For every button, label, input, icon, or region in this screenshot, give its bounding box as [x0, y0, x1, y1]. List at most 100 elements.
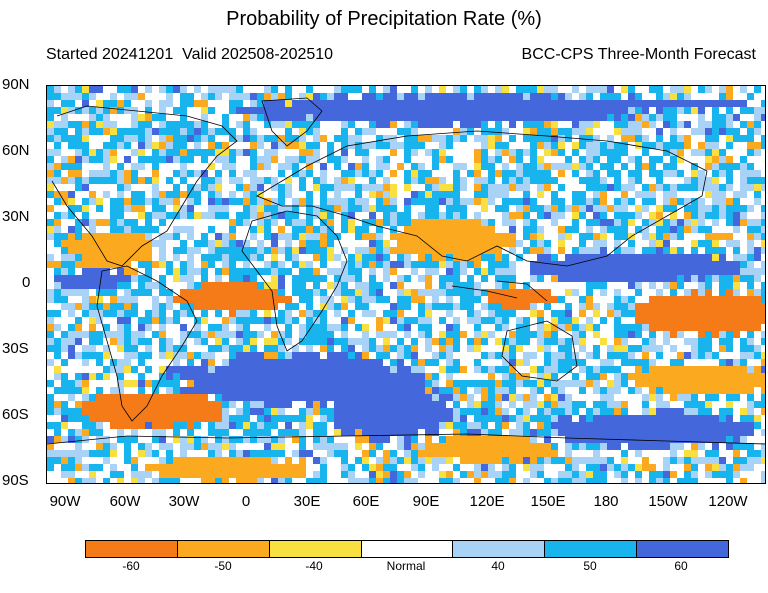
probability-cell: [677, 226, 684, 233]
probability-cell: [390, 149, 397, 156]
probability-cell: [292, 212, 299, 219]
probability-cell: [117, 100, 124, 107]
probability-cell: [313, 387, 320, 394]
probability-cell: [502, 408, 509, 415]
probability-cell: [390, 142, 397, 149]
probability-cell: [446, 219, 453, 226]
probability-cell: [544, 100, 551, 107]
probability-cell: [285, 296, 292, 303]
probability-cell: [523, 219, 530, 226]
probability-cell: [229, 331, 236, 338]
probability-cell: [635, 100, 642, 107]
probability-cell: [726, 156, 733, 163]
probability-cell: [677, 422, 684, 429]
probability-cell: [201, 380, 208, 387]
probability-cell: [747, 219, 754, 226]
probability-cell: [558, 422, 565, 429]
probability-cell: [369, 247, 376, 254]
probability-cell: [754, 121, 761, 128]
probability-cell: [229, 380, 236, 387]
probability-cell: [68, 268, 75, 275]
probability-cell: [201, 338, 208, 345]
probability-cell: [530, 233, 537, 240]
probability-cell: [446, 93, 453, 100]
probability-cell: [558, 149, 565, 156]
probability-cell: [215, 366, 222, 373]
probability-cell: [47, 86, 54, 93]
probability-cell: [551, 373, 558, 380]
probability-cell: [236, 184, 243, 191]
probability-cell: [488, 331, 495, 338]
probability-cell: [439, 331, 446, 338]
probability-cell: [61, 240, 68, 247]
probability-cell: [621, 380, 628, 387]
probability-cell: [355, 205, 362, 212]
probability-cell: [733, 317, 740, 324]
probability-cell: [313, 121, 320, 128]
probability-cell: [264, 86, 271, 93]
probability-cell: [663, 457, 670, 464]
probability-cell: [628, 212, 635, 219]
probability-cell: [124, 107, 131, 114]
probability-cell: [243, 436, 250, 443]
probability-cell: [488, 93, 495, 100]
probability-cell: [82, 198, 89, 205]
probability-cell: [369, 345, 376, 352]
probability-cell: [544, 380, 551, 387]
probability-cell: [334, 352, 341, 359]
probability-cell: [565, 394, 572, 401]
probability-cell: [460, 443, 467, 450]
probability-cell: [642, 464, 649, 471]
probability-cell: [145, 233, 152, 240]
probability-cell: [656, 415, 663, 422]
probability-cell: [621, 121, 628, 128]
probability-cell: [208, 464, 215, 471]
probability-cell: [530, 163, 537, 170]
probability-cell: [362, 380, 369, 387]
probability-cell: [726, 128, 733, 135]
probability-cell: [152, 156, 159, 163]
probability-cell: [257, 135, 264, 142]
probability-cell: [292, 226, 299, 233]
probability-cell: [341, 107, 348, 114]
probability-cell: [677, 198, 684, 205]
probability-cell: [670, 380, 677, 387]
probability-cell: [117, 415, 124, 422]
probability-cell: [390, 373, 397, 380]
probability-cell: [649, 464, 656, 471]
probability-cell: [691, 394, 698, 401]
probability-cell: [502, 233, 509, 240]
probability-cell: [306, 359, 313, 366]
probability-cell: [355, 478, 362, 483]
probability-cell: [334, 198, 341, 205]
probability-cell: [306, 380, 313, 387]
probability-cell: [649, 184, 656, 191]
probability-cell: [355, 443, 362, 450]
probability-cell: [719, 366, 726, 373]
probability-cell: [411, 135, 418, 142]
probability-cell: [194, 331, 201, 338]
probability-cell: [663, 247, 670, 254]
probability-cell: [418, 387, 425, 394]
probability-cell: [47, 205, 54, 212]
probability-cell: [362, 149, 369, 156]
probability-cell: [670, 324, 677, 331]
probability-cell: [299, 408, 306, 415]
probability-cell: [698, 380, 705, 387]
probability-cell: [131, 170, 138, 177]
probability-cell: [446, 352, 453, 359]
probability-cell: [173, 121, 180, 128]
probability-cell: [712, 128, 719, 135]
probability-cell: [544, 107, 551, 114]
probability-cell: [383, 471, 390, 478]
legend-swatch-40: [453, 541, 546, 557]
probability-cell: [705, 275, 712, 282]
probability-cell: [166, 408, 173, 415]
probability-cell: [110, 135, 117, 142]
probability-cell: [593, 100, 600, 107]
probability-cell: [173, 156, 180, 163]
probability-cell: [229, 471, 236, 478]
probability-cell: [453, 338, 460, 345]
probability-cell: [600, 149, 607, 156]
probability-cell: [236, 198, 243, 205]
